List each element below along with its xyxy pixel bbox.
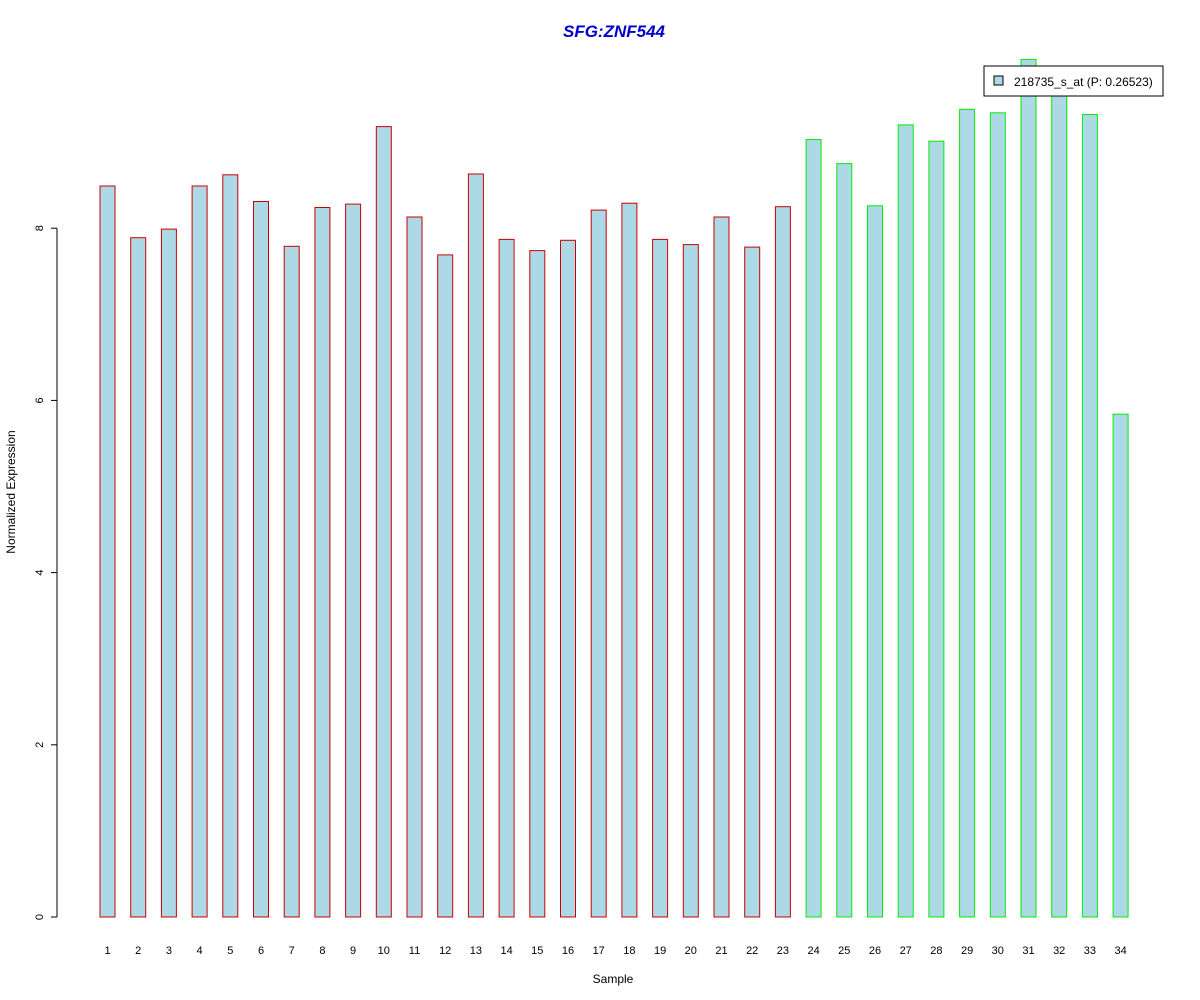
x-tick-label: 25 bbox=[838, 945, 850, 957]
x-tick-label: 14 bbox=[500, 945, 512, 957]
x-tick-label: 16 bbox=[562, 945, 574, 957]
bar-sample-5 bbox=[222, 174, 239, 918]
legend-label: 218735_s_at (P: 0.26523) bbox=[1014, 75, 1153, 89]
bar-sample-9 bbox=[345, 203, 362, 918]
bar-sample-19 bbox=[652, 238, 669, 918]
bar-sample-12 bbox=[437, 254, 454, 918]
legend-box bbox=[983, 65, 1164, 97]
x-tick-label: 32 bbox=[1053, 945, 1065, 957]
x-tick-label: 33 bbox=[1084, 945, 1096, 957]
bar-sample-22 bbox=[744, 246, 761, 918]
y-axis: 0 2 4 6 8 bbox=[34, 225, 58, 920]
legend-swatch bbox=[993, 75, 1004, 86]
x-tick-label: 12 bbox=[439, 945, 451, 957]
bar-sample-24 bbox=[805, 139, 822, 918]
x-tick-label: 27 bbox=[900, 945, 912, 957]
x-tick-label: 30 bbox=[992, 945, 1004, 957]
bar-sample-23 bbox=[774, 206, 791, 918]
y-tick-label: 2 bbox=[34, 742, 46, 748]
bar-sample-26 bbox=[867, 205, 883, 918]
x-tick-label: 6 bbox=[258, 945, 264, 957]
bar-sample-3 bbox=[160, 228, 177, 918]
bar-sample-7 bbox=[283, 245, 300, 918]
bar-sample-29 bbox=[959, 108, 976, 918]
bar-sample-10 bbox=[375, 126, 392, 918]
bar-sample-17 bbox=[590, 209, 607, 918]
bar-sample-30 bbox=[989, 112, 1006, 918]
bar-sample-20 bbox=[682, 244, 699, 918]
x-tick-label: 7 bbox=[289, 945, 295, 957]
y-axis-label: Normalized Expression bbox=[4, 430, 18, 553]
x-tick-label: 19 bbox=[654, 945, 666, 957]
bar-sample-8 bbox=[314, 207, 331, 918]
x-tick-label: 24 bbox=[807, 945, 819, 957]
y-tick-label: 0 bbox=[34, 914, 46, 920]
bar-sample-31 bbox=[1020, 58, 1037, 918]
bars bbox=[99, 58, 1129, 918]
bar-sample-27 bbox=[897, 124, 914, 918]
x-tick-label: 13 bbox=[470, 945, 482, 957]
x-tick-label: 20 bbox=[685, 945, 697, 957]
bar-sample-14 bbox=[498, 238, 515, 918]
legend: 218735_s_at (P: 0.26523) bbox=[983, 65, 1164, 97]
y-tick-label: 8 bbox=[34, 225, 46, 231]
x-tick-label: 11 bbox=[409, 945, 420, 957]
x-tick-label: 10 bbox=[378, 945, 390, 957]
bar-sample-11 bbox=[406, 216, 423, 918]
x-tick-label: 9 bbox=[350, 945, 356, 957]
x-tick-label: 1 bbox=[104, 945, 110, 957]
bar-sample-6 bbox=[253, 201, 269, 918]
x-tick-label: 26 bbox=[869, 945, 881, 957]
x-tick-label: 29 bbox=[961, 945, 973, 957]
x-tick-label: 22 bbox=[746, 945, 758, 957]
bar-sample-18 bbox=[621, 202, 638, 918]
x-tick-label: 4 bbox=[197, 945, 203, 957]
x-tick-labels: 1 2 3 4 5 6 7 8 9 10 11 12 13 14 15 16 17 18 19 20 21 22 23 24 2… bbox=[104, 945, 1126, 957]
bar-sample-16 bbox=[560, 239, 576, 918]
y-tick-label: 6 bbox=[34, 397, 46, 403]
x-tick-label: 15 bbox=[531, 945, 543, 957]
bar-sample-33 bbox=[1081, 114, 1098, 918]
bar-sample-1 bbox=[99, 185, 116, 918]
x-tick-label: 3 bbox=[166, 945, 172, 957]
x-tick-label: 28 bbox=[930, 945, 942, 957]
x-tick-label: 18 bbox=[623, 945, 635, 957]
x-tick-label: 34 bbox=[1114, 945, 1126, 957]
x-tick-label: 31 bbox=[1022, 945, 1034, 957]
bar-sample-28 bbox=[928, 140, 945, 918]
bar-sample-21 bbox=[713, 216, 730, 918]
x-tick-label: 8 bbox=[319, 945, 325, 957]
x-tick-label: 2 bbox=[135, 945, 141, 957]
chart-title: SFG:ZNF544 bbox=[563, 22, 666, 41]
bar-sample-15 bbox=[529, 250, 546, 918]
bar-sample-2 bbox=[130, 237, 147, 918]
x-tick-label: 17 bbox=[593, 945, 605, 957]
x-tick-label: 21 bbox=[715, 945, 727, 957]
bar-sample-25 bbox=[836, 163, 853, 918]
x-tick-label: 23 bbox=[777, 945, 789, 957]
x-axis-label: Sample bbox=[593, 972, 634, 986]
y-tick-label: 4 bbox=[34, 570, 46, 576]
bar-sample-34 bbox=[1112, 413, 1129, 918]
bar-sample-4 bbox=[191, 185, 208, 918]
x-tick-label: 5 bbox=[227, 945, 233, 957]
bar-sample-13 bbox=[467, 173, 484, 918]
bar-sample-32 bbox=[1051, 90, 1068, 918]
